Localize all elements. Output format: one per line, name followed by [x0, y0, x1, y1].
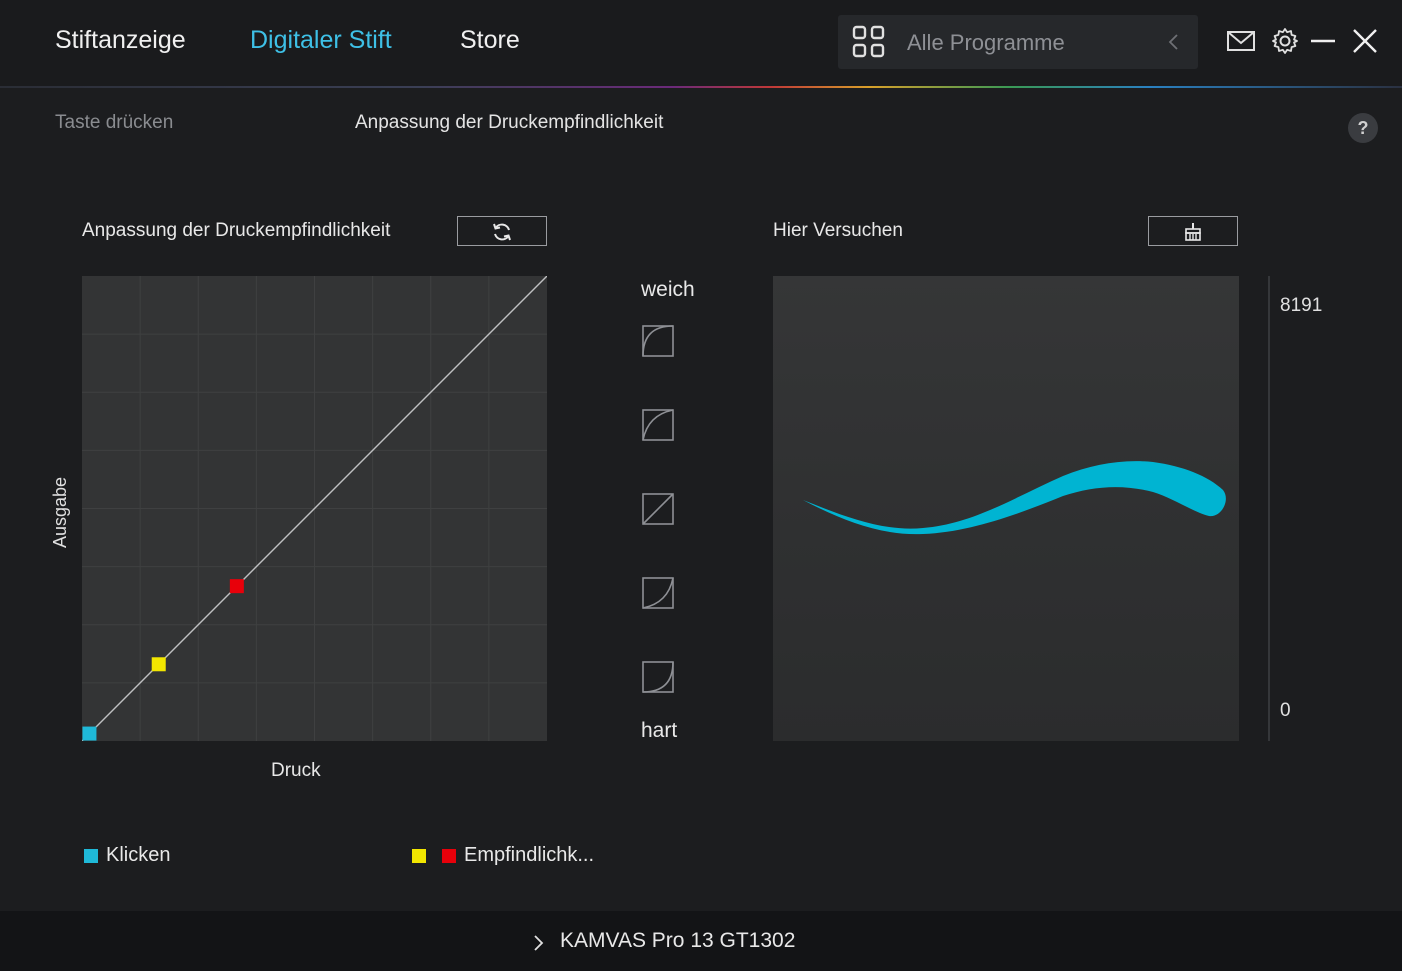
- legend-sens-label: Empfindlichk...: [464, 844, 595, 866]
- pressure-scale-min: 0: [1280, 700, 1291, 721]
- legend-sens-swatch-red: [442, 848, 456, 863]
- clear-canvas-button[interactable]: [1148, 216, 1238, 246]
- pressure-scale-max: 8191: [1280, 295, 1323, 316]
- preset-soft-label: weich: [641, 278, 695, 301]
- subtab-taste-druecken[interactable]: Taste drücken: [55, 112, 174, 133]
- app-grid-icon: [852, 25, 885, 58]
- gear-icon[interactable]: [1270, 26, 1300, 56]
- refresh-icon: [493, 223, 511, 241]
- device-bar[interactable]: KAMVAS Pro 13 GT1302: [0, 911, 1402, 971]
- pressure-scale-bar: [1268, 276, 1270, 741]
- curve-hard-icon[interactable]: [642, 577, 674, 609]
- tab-store[interactable]: Store: [460, 26, 520, 54]
- subtab-druckempfindlichkeit[interactable]: Anpassung der Druckempfindlichkeit: [355, 112, 664, 133]
- preset-hard-label: hart: [641, 719, 678, 742]
- close-icon[interactable]: [1350, 26, 1380, 56]
- legend-sens-swatch-yellow: [412, 848, 426, 863]
- curve-handle-empfindlichkeit-1[interactable]: [151, 657, 166, 672]
- chevron-left-icon: [1168, 34, 1178, 50]
- curve-hardest-icon[interactable]: [642, 661, 674, 693]
- program-select-label: Alle Programme: [907, 30, 1065, 55]
- device-name: KAMVAS Pro 13 GT1302: [560, 929, 796, 952]
- pressure-curve-graph[interactable]: [82, 276, 547, 741]
- legend-klicken: Klicken: [84, 844, 170, 867]
- curve-soft-icon[interactable]: [642, 409, 674, 441]
- broom-icon: [1185, 223, 1201, 241]
- curve-handle-klicken[interactable]: [82, 726, 97, 741]
- tab-digitaler-stift[interactable]: Digitaler Stift: [250, 26, 392, 54]
- x-axis-label: Druck: [271, 760, 321, 781]
- program-select[interactable]: Alle Programme: [838, 15, 1198, 69]
- curve-linear-icon[interactable]: [642, 493, 674, 525]
- try-area-title: Hier Versuchen: [773, 220, 903, 241]
- test-stroke: [803, 461, 1226, 535]
- curve-softest-icon[interactable]: [642, 325, 674, 357]
- pressure-section-title: Anpassung der Druckempfindlichkeit: [82, 220, 391, 241]
- tab-stiftanzeige[interactable]: Stiftanzeige: [55, 26, 186, 54]
- y-axis-label: Ausgabe: [50, 476, 70, 548]
- legend-click-swatch: [84, 848, 98, 863]
- legend-click-label: Klicken: [106, 844, 171, 866]
- help-button[interactable]: ?: [1348, 113, 1378, 143]
- mail-icon[interactable]: [1226, 26, 1256, 56]
- chevron-right-icon: [534, 935, 544, 951]
- reset-curve-button[interactable]: [457, 216, 547, 246]
- minimize-icon[interactable]: [1308, 26, 1338, 56]
- legend-empfindlichkeit: Empfindlichk...: [412, 844, 594, 867]
- header-divider: [0, 86, 1402, 88]
- curve-handle-empfindlichkeit-2[interactable]: [229, 579, 244, 594]
- drawing-test-canvas[interactable]: [773, 276, 1239, 741]
